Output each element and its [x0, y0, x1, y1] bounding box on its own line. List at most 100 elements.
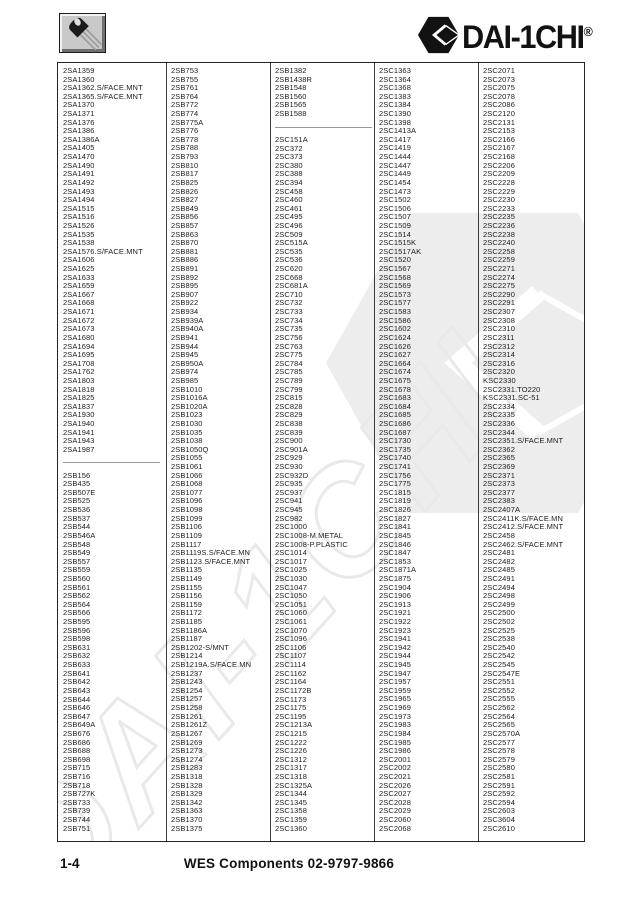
- part-number: 2SC2592: [483, 789, 515, 799]
- part-number: 2SC1215: [275, 728, 307, 738]
- part-number: 2SC2458: [483, 530, 515, 540]
- part-number: 2SC1965: [379, 694, 411, 704]
- part-number: 2SB1098: [171, 505, 203, 515]
- part-number: 2SC1913: [379, 599, 411, 609]
- part-number: 2SA1987: [63, 444, 95, 454]
- part-number: 2SC1325A: [275, 780, 313, 790]
- registered-mark: ®: [583, 24, 593, 39]
- part-number: 2SC2500: [483, 608, 515, 618]
- part-number: 2SA1940: [63, 418, 95, 428]
- part-number: 2SC394: [275, 177, 303, 187]
- part-number: 2SB633: [63, 660, 91, 670]
- part-number: 2SB1548: [275, 83, 307, 93]
- part-number: 2SC929: [275, 453, 303, 463]
- part-number: 2SB1038: [171, 436, 203, 446]
- part-number: 2SB1342: [171, 797, 203, 807]
- part-number: 2SC1164: [275, 677, 307, 687]
- part-number: 2SA1695: [63, 350, 95, 360]
- part-number: 2SB886: [171, 255, 199, 265]
- part-number: 2SB1588: [275, 109, 307, 119]
- part-number: 2SB536: [63, 505, 91, 515]
- part-number: 2SC2570A: [483, 728, 521, 738]
- part-number: 2SC1449: [379, 169, 411, 179]
- part-number: 2SC1384: [379, 100, 411, 110]
- part-number: 2SA1762: [63, 367, 95, 377]
- part-number: 2SC1195: [275, 711, 307, 721]
- part-number: 2SB1375: [171, 823, 203, 833]
- part-number: 2SB788: [171, 143, 199, 153]
- part-number: 2SC2491: [483, 573, 515, 583]
- part-number: 2SC460: [275, 195, 303, 205]
- part-number: 2SC2228: [483, 177, 515, 187]
- part-number: 2SB1269: [171, 737, 203, 747]
- part-number: 2SC1959: [379, 685, 411, 695]
- part-number: 2SC1000: [275, 522, 307, 532]
- part-number: 2SC2075: [483, 83, 515, 93]
- part-number: 2SB1274: [171, 754, 203, 764]
- part-number: 2SB1565: [275, 100, 307, 110]
- part-number: 2SB1066: [171, 470, 203, 480]
- part-number: 2SC1419: [379, 143, 411, 153]
- part-number: 2SC2462.S/FACE.MNT: [483, 539, 564, 549]
- part-number: 2SC2551: [483, 677, 515, 687]
- part-number: 2SA1491: [63, 169, 95, 179]
- part-number: 2SA1386A: [63, 134, 100, 144]
- part-number: 2SC1502: [379, 195, 411, 205]
- part-number: 2SA1576.S/FACE.MNT: [63, 246, 143, 256]
- part-number: 2SB544: [63, 522, 91, 532]
- separator-line: [275, 126, 372, 128]
- part-number: 2SB922: [171, 298, 199, 308]
- part-number: 2SC1947: [379, 668, 411, 678]
- part-number: 2SC2581: [483, 771, 515, 781]
- part-number: 2SC2482: [483, 556, 515, 566]
- part-number: 2SA1515: [63, 203, 95, 213]
- part-number: 2SC1060: [275, 608, 307, 618]
- part-number: 2SA1694: [63, 341, 95, 351]
- part-number: 2SB1055: [171, 453, 203, 463]
- part-number: 2SC945: [275, 505, 303, 515]
- part-number: 2SC2086: [483, 100, 515, 110]
- part-number: 2SC151A: [275, 134, 308, 144]
- part-number: 2SC1344: [275, 789, 307, 799]
- part-number: 2SC941: [275, 496, 303, 506]
- part-number: 2SB716: [63, 771, 91, 781]
- part-number: 2SA1930: [63, 410, 95, 420]
- part-number: 2SC2028: [379, 797, 411, 807]
- part-number: 2SB715: [63, 763, 91, 773]
- part-number: 2SB676: [63, 728, 91, 738]
- part-number: 2SC734: [275, 315, 303, 325]
- part-number: 2SC2580: [483, 763, 515, 773]
- part-number: 2SB1119S.S/FACE.MN: [171, 548, 251, 558]
- part-number: 2SB1560: [275, 91, 307, 101]
- page-footer: 1-4 WES Components 02-9797-9866: [0, 856, 638, 876]
- part-number: 2SC710: [275, 289, 303, 299]
- part-number: 2SC2547E: [483, 668, 521, 678]
- part-number: 2SB560: [63, 573, 91, 583]
- part-number: 2SC515A: [275, 238, 308, 248]
- part-number: 2SC815: [275, 393, 303, 403]
- part-number: 2SC930: [275, 462, 303, 472]
- parts-column-3: 2SB1382 2SB1438R 2SB1548 2SB1560 2SB1565 2SB1…: [275, 66, 376, 833]
- part-number: 2SC838: [275, 419, 303, 428]
- part-number: 2SC1871A: [379, 565, 417, 575]
- part-number: 2SA1376: [63, 117, 95, 127]
- part-number: 2SB631: [63, 642, 91, 652]
- part-number: 2SC901A: [275, 444, 308, 454]
- part-number: 2SC763: [275, 341, 303, 351]
- part-number: 2SC1847: [379, 548, 411, 558]
- part-number: 2SC1047: [275, 582, 307, 592]
- part-number: 2SC461: [275, 203, 303, 213]
- part-number: 2SB793: [171, 152, 199, 162]
- part-number: 2SA1360: [63, 74, 95, 84]
- part-number: 2SC1025: [275, 565, 307, 575]
- part-number: 2SC1413A: [379, 126, 417, 136]
- part-number: 2SC2060: [379, 815, 411, 825]
- part-number: 2SB849: [171, 203, 199, 213]
- part-number: 2SB598: [63, 634, 91, 644]
- part-number: 2SC1417: [379, 134, 411, 144]
- part-number: 2SB688: [63, 746, 91, 756]
- part-number: 2SB881: [171, 246, 199, 256]
- part-number: 2SB646: [63, 703, 91, 713]
- part-number: 2SC1921: [379, 608, 411, 618]
- part-number: 2SC496: [275, 220, 303, 230]
